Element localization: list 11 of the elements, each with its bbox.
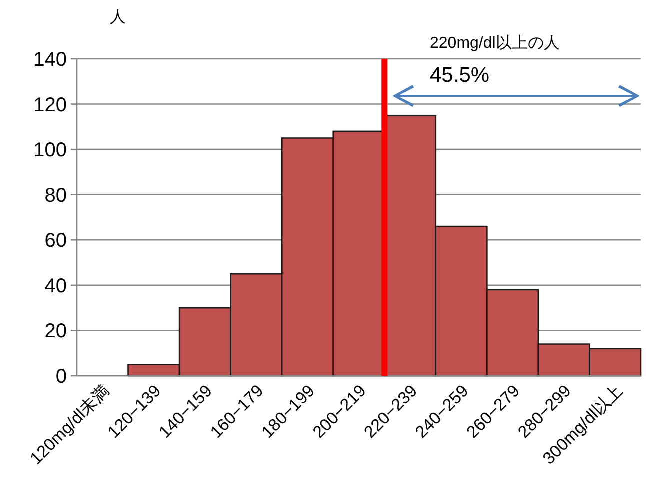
text: 220mg/dl以上の人 xyxy=(430,34,560,52)
y-tick-label: 80 xyxy=(44,184,67,207)
y-tick-label: 40 xyxy=(44,275,67,298)
y-tick-label: 60 xyxy=(44,230,67,252)
y-axis-title: 人 xyxy=(110,9,126,26)
y-tick-label: 0 xyxy=(56,366,67,388)
y-tick-label: 120 xyxy=(34,94,67,116)
y-tick-label: 100 xyxy=(34,140,67,162)
annotation: 45.5% xyxy=(430,64,490,87)
y-tick-label: 140 xyxy=(34,49,67,71)
y-tick-label: 20 xyxy=(44,320,67,343)
